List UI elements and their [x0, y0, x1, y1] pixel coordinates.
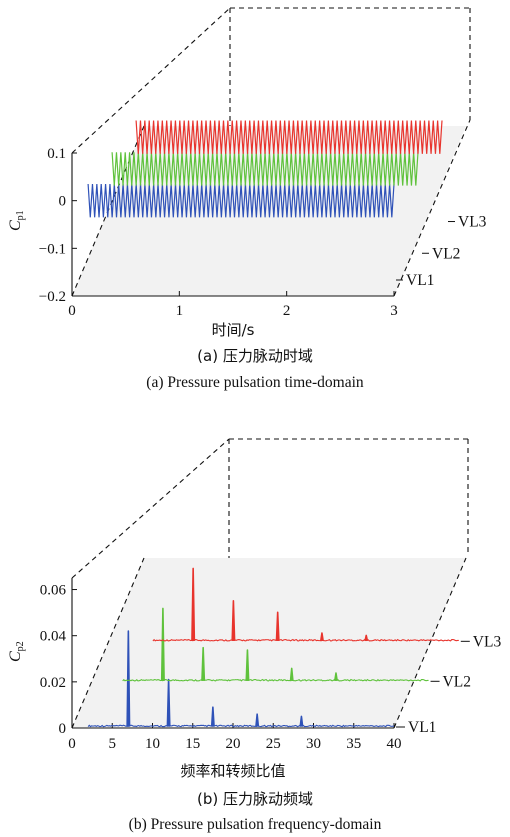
- panel-b-series-label-vl3: VL3: [473, 633, 502, 650]
- panel-a-caption-cn: (a) 压力脉动时域: [197, 347, 313, 365]
- panel-b-x-tick-label: 0: [68, 736, 76, 752]
- panel-b-series-label-vl2: VL2: [443, 673, 471, 690]
- panel-b-peak-vl1-2: [166, 678, 171, 727]
- panel-b-x-tick-label: 5: [109, 736, 117, 752]
- panel-b-peak-vl2-3: [245, 649, 250, 681]
- panel-b-x-tick-label: 20: [226, 736, 241, 752]
- panel-b-peak-vl3-1: [191, 567, 196, 641]
- panel-a-y-tick-label: −0.2: [39, 289, 66, 305]
- panel-b-peak-vl1-3: [210, 706, 215, 727]
- panel-a-series-label-vl3: VL3: [458, 214, 487, 231]
- panel-b-y-tick-label: 0.02: [40, 675, 66, 691]
- panel-b-y-tick-label: 0.06: [40, 583, 67, 599]
- panel-a-series-label-vl1: VL1: [406, 272, 434, 289]
- panel-b-x-tick-label: 15: [185, 736, 200, 752]
- panel-b-baseline-vl2: [122, 678, 429, 682]
- panel-b-x-tick-label: 30: [306, 736, 321, 752]
- panel-b-caption-en: (b) Pressure pulsation frequency-domain: [129, 816, 382, 833]
- panel-b-edge-top-left: [71, 438, 230, 579]
- panel-b-edge-bottom-left: [71, 557, 145, 729]
- panel-b-x-tick-label: 35: [346, 736, 361, 752]
- panel-b-peak-vl3-5: [364, 634, 369, 642]
- panel-b-peak-vl2-2: [201, 646, 206, 681]
- panel-a-edge-bottom-right: [393, 119, 471, 297]
- panel-b-peak-vl3-2: [231, 599, 236, 641]
- panel-b-x-tick-label: 10: [145, 736, 160, 752]
- panel-b-x-tick-label: 40: [387, 736, 402, 752]
- panel-a-x-tick-label: 0: [68, 303, 76, 319]
- panel-a-y-tick-label: 0: [59, 194, 67, 210]
- panel-b-floor: [72, 558, 466, 728]
- panel-b-y-tick-label: 0: [59, 721, 67, 737]
- panel-b-peak-vl2-4: [289, 667, 294, 681]
- panel-b-peak-vl1-1: [126, 630, 131, 727]
- panel-b-edge-bottom-right: [393, 557, 467, 729]
- panel-b-x-tick-label: 25: [266, 736, 281, 752]
- panel-a-caption-en: (a) Pressure pulsation time-domain: [146, 374, 364, 391]
- panel-a-x-tick-label: 3: [390, 303, 398, 319]
- panel-b-peak-vl1-5: [299, 715, 304, 727]
- panel-b-peak-vl2-5: [333, 672, 338, 682]
- panel-b-peak-vl2-1: [160, 607, 165, 681]
- panel-b-series-vl3: [152, 567, 459, 642]
- panel-b-y-label: Cp2: [7, 641, 26, 662]
- panel-b-caption-cn: (b) 压力脉动频域: [197, 790, 313, 808]
- panel-a-x-tick-label: 1: [176, 303, 184, 319]
- panel-b-series-vl1: [87, 630, 395, 728]
- panel-b-series-label-vl1: VL1: [408, 719, 436, 736]
- panel-b-peak-vl3-3: [275, 611, 280, 641]
- panel-a-y-tick-label: 0.1: [47, 146, 66, 162]
- panel-a-x-tick-label: 2: [283, 303, 291, 319]
- panel-b-baseline-vl1: [87, 724, 395, 728]
- panel-b-y-tick-label: 0.04: [40, 629, 67, 645]
- panel-a-y-label: Cp1: [7, 210, 26, 231]
- panel-a-series-label-vl2: VL2: [432, 245, 460, 262]
- panel-a-x-label: 时间/s: [212, 321, 255, 339]
- panel-b-baseline-vl3: [152, 638, 459, 642]
- panel-b-peak-vl1-4: [255, 713, 260, 727]
- panel-b-series-vl2: [122, 607, 429, 682]
- panel-a-time-domain: 0 1 2 3 −0.2 −0.1 0 0.1 VL1 VL2 VL3 Cp1 时间/s (a) …: [7, 7, 487, 391]
- panel-a-y-tick-label: −0.1: [39, 241, 66, 257]
- panel-a-series-vl3: [135, 120, 443, 154]
- panel-b-x-label: 频率和转频比值: [180, 762, 285, 780]
- panel-b-peak-vl3-4: [319, 632, 324, 642]
